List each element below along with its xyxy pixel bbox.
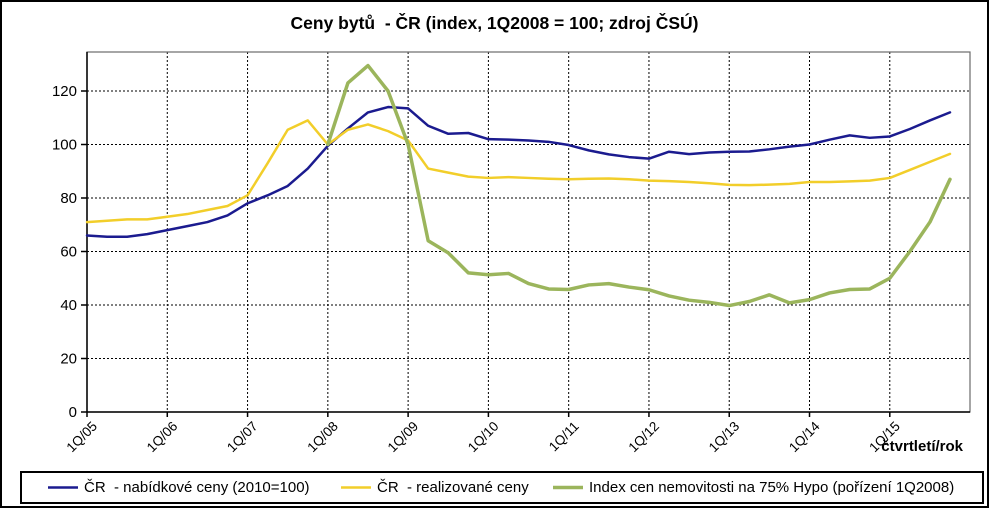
chart-title: Ceny bytů - ČR (index, 1Q2008 = 100; zdr… bbox=[290, 13, 699, 33]
legend-item-nabidkove-ceny: ČR - nabídkové ceny (2010=100) bbox=[47, 473, 310, 502]
legend-item-index-hypo: Index cen nemovitosti na 75% Hypo (poříz… bbox=[552, 473, 954, 502]
x-tick-label: 1Q/08 bbox=[304, 419, 341, 456]
x-tick-label: 1Q/12 bbox=[625, 419, 662, 456]
legend: ČR - nabídkové ceny (2010=100) ČR - real… bbox=[20, 471, 984, 504]
y-tick-label: 60 bbox=[60, 244, 77, 261]
legend-line-swatch-blue bbox=[48, 486, 78, 489]
series-line-0 bbox=[85, 105, 952, 239]
x-tick-label: 1Q/11 bbox=[546, 419, 582, 455]
y-tick-label: 0 bbox=[69, 404, 77, 421]
x-tick-label: 1Q/06 bbox=[144, 419, 181, 456]
x-tick-label: 1Q/10 bbox=[465, 419, 502, 456]
x-tick-label: 1Q/14 bbox=[786, 418, 823, 455]
y-tick-label: 100 bbox=[52, 137, 77, 154]
legend-label: ČR - realizované ceny bbox=[377, 479, 529, 496]
y-tick-label: 120 bbox=[52, 83, 77, 100]
y-tick-label: 40 bbox=[60, 297, 77, 314]
x-axis-title: čtvrtletí/rok bbox=[881, 438, 963, 455]
legend-label: ČR - nabídkové ceny (2010=100) bbox=[84, 479, 310, 496]
x-tick-label: 1Q/09 bbox=[385, 419, 422, 456]
y-tick-label: 80 bbox=[60, 190, 77, 207]
legend-item-realizovane-ceny: ČR - realizované ceny bbox=[340, 473, 529, 502]
x-tick-label: 1Q/07 bbox=[224, 419, 261, 456]
series-line-1 bbox=[85, 119, 952, 224]
x-tick-label: 1Q/05 bbox=[64, 419, 101, 456]
x-tick-label: 1Q/13 bbox=[706, 419, 743, 456]
legend-line-swatch-yellow bbox=[341, 486, 371, 489]
series-line-2 bbox=[326, 63, 952, 308]
legend-label: Index cen nemovitosti na 75% Hypo (poříz… bbox=[589, 479, 955, 496]
legend-line-swatch-green bbox=[553, 485, 583, 490]
y-tick-label: 20 bbox=[60, 351, 77, 368]
